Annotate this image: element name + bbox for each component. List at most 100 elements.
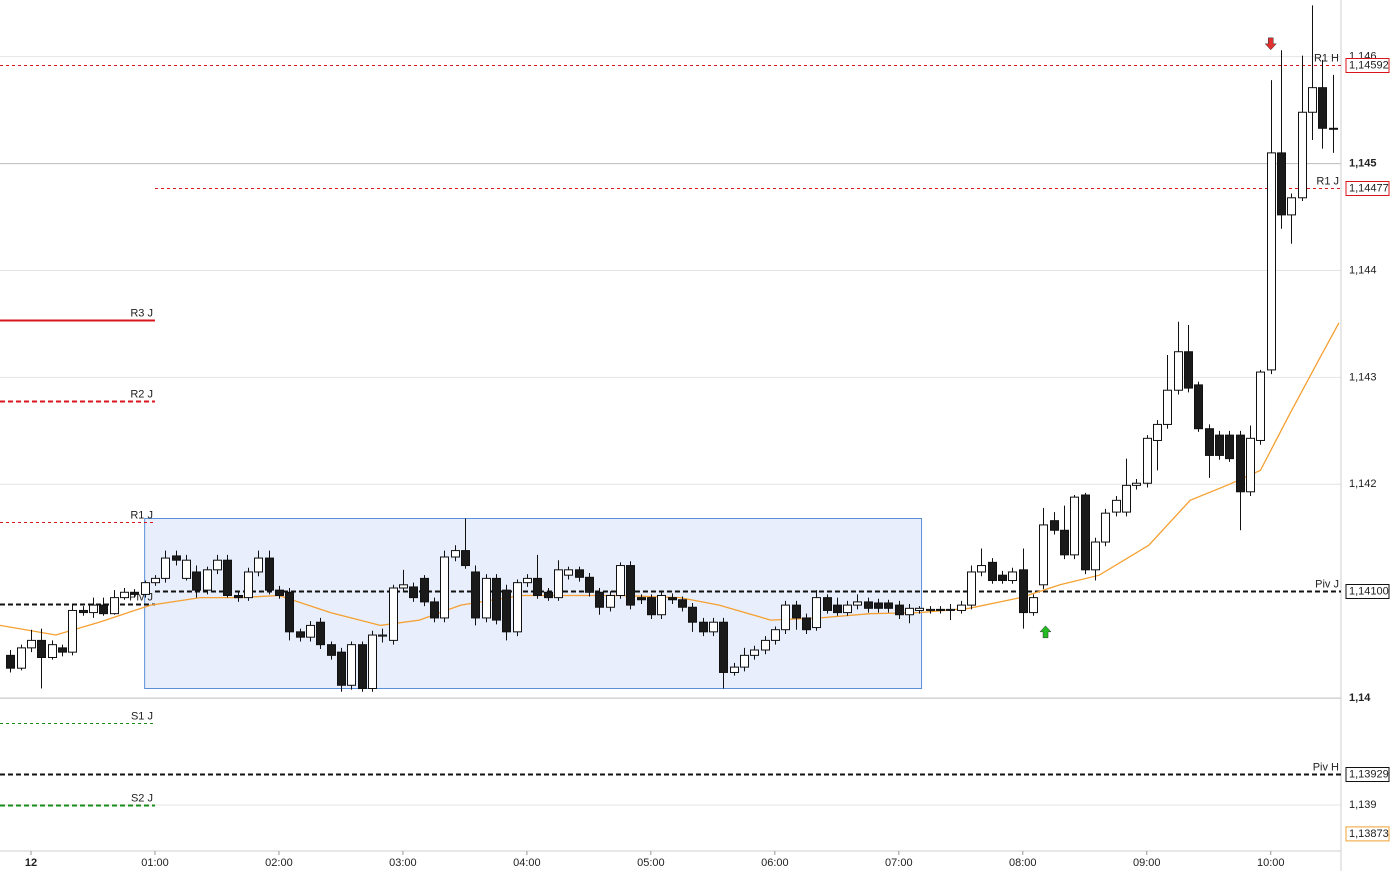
candle: [709, 617, 718, 637]
candle-body: [378, 634, 387, 637]
candle-body: [905, 607, 914, 616]
candle-body: [151, 577, 160, 584]
candle-body: [27, 639, 36, 649]
candle: [213, 554, 222, 575]
candle: [440, 550, 449, 623]
candle: [998, 570, 1007, 584]
y-tick-label: 1,144: [1349, 264, 1377, 276]
level-name: S1 J: [131, 710, 153, 722]
candle-body: [1029, 597, 1038, 614]
price-box: [1345, 584, 1390, 599]
candle-body: [626, 565, 635, 606]
y-tick-label: 1,145: [1349, 157, 1377, 169]
candle-body: [926, 608, 935, 611]
candle: [1318, 59, 1327, 149]
candle: [17, 644, 26, 671]
level-name: R2 J: [130, 388, 153, 400]
candle: [874, 598, 883, 613]
y-tick-label: 1,139: [1349, 799, 1377, 811]
candle-body: [616, 565, 625, 596]
candle: [1101, 508, 1110, 547]
candle: [1225, 430, 1234, 462]
candle: [616, 562, 625, 599]
level-name: R1 J: [130, 509, 153, 521]
candle-body: [296, 631, 305, 638]
candle: [853, 594, 862, 610]
candle: [244, 567, 253, 601]
candle: [110, 590, 119, 615]
candle-body: [957, 604, 966, 611]
range-box: [144, 518, 923, 689]
x-tick-label: 07:00: [885, 857, 913, 869]
candle-body: [502, 589, 511, 633]
candle: [399, 569, 408, 593]
candle-body: [141, 582, 150, 595]
candle: [471, 565, 480, 626]
candle-body: [874, 602, 883, 609]
candle: [1029, 594, 1038, 616]
candle-body: [161, 557, 170, 579]
candle: [1308, 5, 1317, 141]
candle: [1060, 505, 1069, 560]
candle: [730, 662, 739, 676]
candle-body: [1246, 437, 1255, 493]
candle-body: [575, 569, 584, 578]
price-box-label: 1,13873: [1349, 828, 1389, 840]
candle-body: [68, 609, 77, 653]
candle: [275, 585, 284, 599]
candle: [1163, 354, 1172, 429]
candle-body: [523, 577, 532, 584]
x-tick-label: 04:00: [513, 857, 541, 869]
candle: [792, 600, 801, 630]
candle-body: [285, 591, 294, 633]
candle-body: [606, 594, 615, 608]
candle-body: [1329, 127, 1338, 130]
y-tick-label: 1,14: [1349, 692, 1371, 704]
candle-body: [998, 574, 1007, 582]
candle-body: [79, 609, 88, 614]
candle-body: [265, 557, 274, 591]
candle: [833, 597, 842, 616]
candle: [409, 582, 418, 602]
candle-body: [895, 604, 904, 616]
candle: [1008, 567, 1017, 584]
candle: [864, 597, 873, 613]
candle: [926, 606, 935, 614]
candle-body: [740, 654, 749, 668]
candle: [172, 550, 181, 566]
candle-body: [1205, 428, 1214, 456]
x-tick-label: 03:00: [389, 857, 417, 869]
candle-body: [843, 604, 852, 614]
price-box: [1345, 767, 1390, 782]
candle-body: [884, 602, 893, 609]
candle: [843, 600, 852, 616]
level-name: Piv H: [1313, 761, 1339, 773]
candle-body: [430, 601, 439, 619]
x-tick-label: 06:00: [761, 857, 789, 869]
candle-body: [48, 644, 57, 658]
candle-body: [988, 561, 997, 582]
candle-body: [750, 649, 759, 656]
candle-body: [337, 651, 346, 686]
candle: [120, 588, 129, 600]
candle: [327, 641, 336, 660]
candle: [1256, 369, 1265, 445]
candle-body: [347, 644, 356, 686]
candle-body: [544, 591, 553, 599]
candle-body: [1050, 520, 1059, 531]
candle-body: [58, 647, 67, 653]
candle: [1277, 50, 1286, 229]
candle-body: [1256, 371, 1265, 441]
candle: [451, 545, 460, 562]
candle: [58, 644, 67, 657]
candle: [606, 591, 615, 612]
candle-body: [1070, 496, 1079, 556]
candle-body: [1308, 87, 1317, 113]
candle: [936, 606, 945, 614]
candle-body: [1132, 482, 1141, 486]
candle: [285, 588, 294, 641]
candle: [1153, 420, 1162, 471]
candle-body: [461, 550, 470, 567]
candle-body: [203, 569, 212, 591]
